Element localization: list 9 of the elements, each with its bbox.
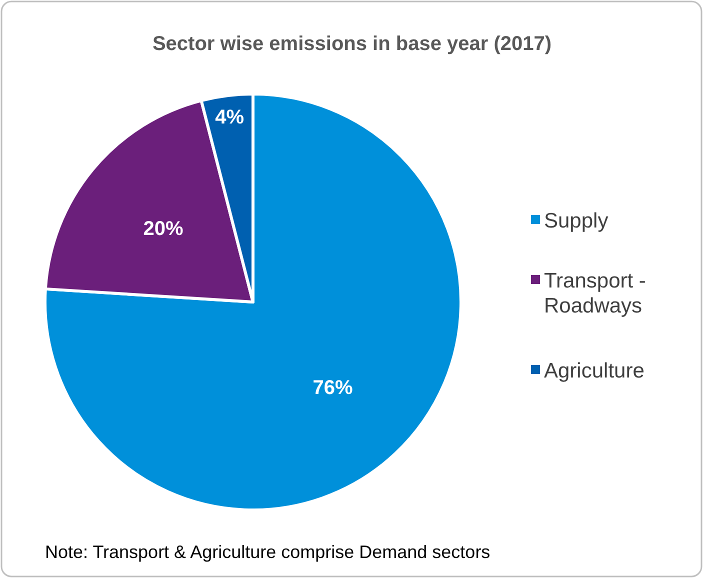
legend-label: Transport - Roadways: [544, 269, 646, 318]
data-label: 4%: [215, 106, 244, 128]
chart-title: Sector wise emissions in base year (2017): [152, 33, 552, 55]
pie-slice: [44, 92, 462, 512]
data-label: 76%: [312, 376, 353, 399]
data-label: 20%: [143, 218, 184, 240]
legend-label: Agriculture: [544, 359, 644, 382]
text: Note: Transport & Agriculture comprise Demand sectors: [45, 542, 490, 562]
legend-label: Supply: [544, 209, 609, 232]
